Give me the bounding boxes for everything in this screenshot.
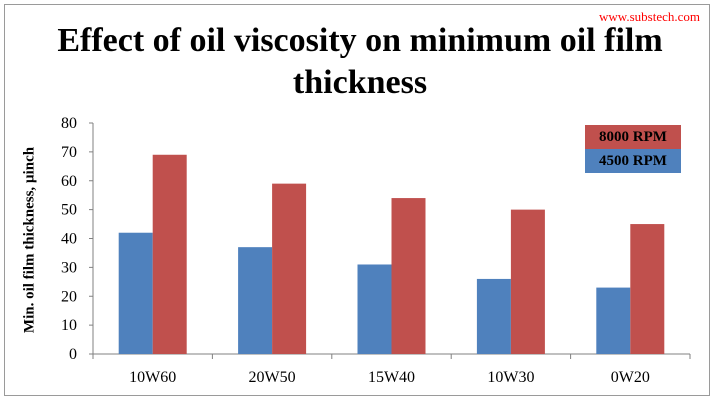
bar-8000-rpm-10w60 [152,154,187,354]
y-tick-label: 30 [61,259,77,276]
bar-8000-rpm-15w40 [391,198,426,354]
y-tick-label: 80 [61,115,77,132]
y-tick-label: 0 [69,346,77,363]
bar-8000-rpm-0w20 [630,224,665,354]
bar-8000-rpm-10w30 [510,209,545,354]
y-tick-label: 20 [61,288,77,305]
bar-8000-rpm-20w50 [272,183,307,354]
y-tick-label: 70 [61,144,77,161]
x-tick-label: 10W30 [487,369,534,386]
x-tick-label: 10W60 [129,369,176,386]
bar-4500-rpm-10w60 [118,232,153,354]
y-tick-label: 60 [61,173,77,190]
watermark: www.substech.com [599,9,700,24]
bar-4500-rpm-0w20 [596,287,631,354]
chart-title: Effect of oil viscosity on minimum oil f… [57,22,663,101]
x-tick-label: 0W20 [611,369,650,386]
bar-4500-rpm-20w50 [238,247,273,354]
legend-entry-4500-rpm: 4500 RPM [585,149,681,173]
legend-entry-8000-rpm: 8000 RPM [585,125,681,149]
x-tick-label: 20W50 [249,369,296,386]
y-tick-label: 40 [61,231,77,248]
x-tick-label: 15W40 [368,369,415,386]
y-tick-label: 10 [61,317,77,334]
y-tick-label: 50 [61,202,77,219]
bar-4500-rpm-10w30 [476,278,511,354]
bar-4500-rpm-15w40 [357,264,392,354]
